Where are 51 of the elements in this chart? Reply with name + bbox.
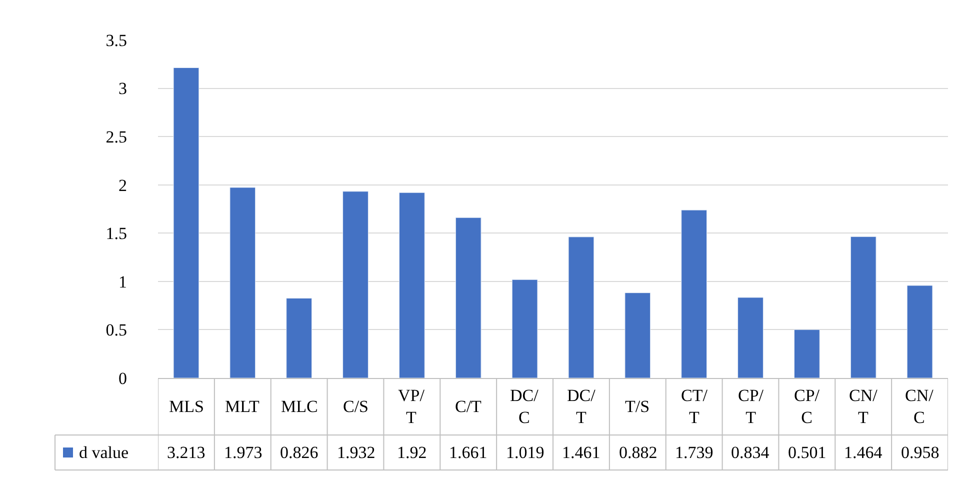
bar — [568, 236, 594, 378]
y-tick-label: 1.5 — [106, 224, 127, 244]
bar — [173, 67, 200, 378]
legend-label: d value — [79, 443, 129, 462]
data-label: 0.501 — [788, 443, 826, 462]
data-label: 0.958 — [901, 443, 940, 462]
data-label: 3.213 — [167, 443, 206, 462]
x-tick-label: CT/T — [681, 386, 708, 428]
data-label: 1.932 — [337, 443, 376, 462]
y-tick-label: 2 — [118, 176, 127, 195]
bar — [681, 210, 708, 378]
x-tick-label: DC/T — [567, 386, 596, 428]
bar — [794, 329, 820, 378]
data-label: 0.834 — [731, 443, 770, 462]
bar — [906, 285, 933, 378]
x-tick-label: MLC — [281, 397, 318, 416]
x-tick-label: CP/C — [794, 386, 820, 428]
y-tick-label: 3 — [118, 79, 127, 98]
data-label: 0.882 — [619, 443, 658, 462]
bar — [455, 217, 482, 378]
x-tick-label: DC/C — [510, 386, 539, 428]
x-tick-label: CN/T — [849, 386, 878, 428]
y-tick-label: 2.5 — [106, 128, 127, 147]
x-tick-label: VP/T — [398, 386, 425, 428]
bar — [342, 191, 368, 378]
y-tick-label: 0.5 — [106, 320, 127, 340]
x-tick-label: MLT — [225, 397, 260, 416]
bar — [512, 279, 538, 378]
data-label: 1.739 — [675, 443, 714, 462]
bar — [738, 297, 764, 378]
bar — [850, 236, 876, 378]
x-tick-label: C/S — [343, 397, 369, 416]
data-label: 1.464 — [844, 443, 883, 462]
data-label: 1.92 — [397, 443, 427, 462]
bar — [286, 298, 312, 378]
x-tick-label: T/S — [625, 397, 650, 416]
y-tick-label: 0 — [118, 368, 127, 388]
bar — [624, 292, 651, 378]
data-label: 0.826 — [280, 443, 318, 462]
x-tick-label: CP/T — [738, 386, 764, 428]
data-label: 1.973 — [224, 443, 262, 462]
x-tick-label: CN/C — [905, 386, 934, 428]
data-label: 1.661 — [449, 443, 488, 462]
x-tick-label: MLS — [169, 397, 204, 416]
bar — [398, 192, 425, 378]
y-tick-label: 1 — [118, 272, 127, 292]
x-tick-label: C/T — [455, 397, 482, 416]
data-label: 1.019 — [506, 443, 544, 462]
bar — [230, 187, 256, 378]
y-tick-label: 3.5 — [106, 30, 127, 50]
data-label: 1.461 — [562, 443, 600, 462]
